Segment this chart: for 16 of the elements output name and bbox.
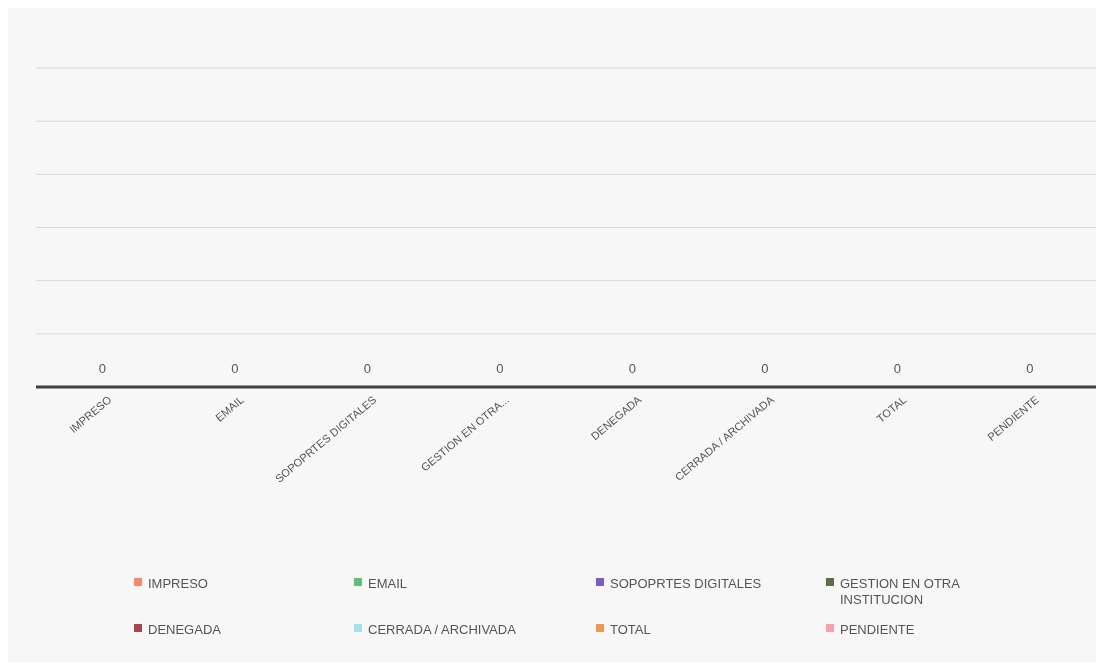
data-label: 0 [628, 361, 636, 376]
data-label: 0 [496, 361, 504, 376]
data-label: 0 [231, 361, 239, 376]
data-label: 0 [893, 361, 901, 376]
legend-label: PENDIENTE [840, 622, 915, 637]
data-label: 0 [98, 361, 106, 376]
legend-label: DENEGADA [148, 622, 222, 637]
legend-label: TOTAL [610, 622, 651, 637]
legend-label: SOPOPRTES DIGITALES [610, 576, 762, 591]
data-label: 0 [761, 361, 769, 376]
legend-label: GESTION EN OTRA INSTITUCION [840, 576, 961, 607]
data-label: 0 [363, 361, 371, 376]
legend-label: EMAIL [368, 576, 408, 591]
data-label: 0 [1026, 361, 1034, 376]
legend-label: IMPRESO [148, 576, 208, 591]
legend-label: CERRADA / ARCHIVADA [368, 622, 517, 637]
